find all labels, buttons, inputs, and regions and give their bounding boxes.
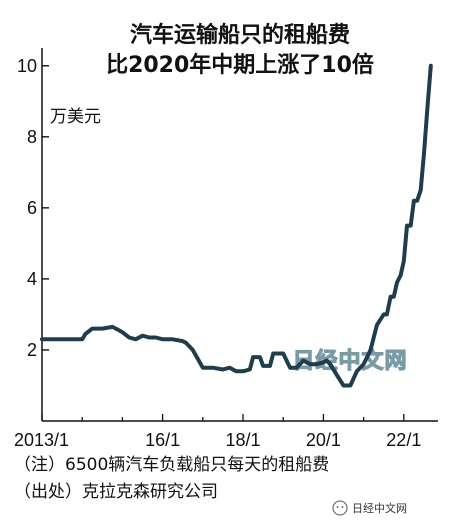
y-tick-label: 4 — [27, 269, 37, 289]
x-tick-label: 16/1 — [145, 430, 180, 450]
y-axis-unit-label: 万美元 — [50, 107, 101, 127]
watermark-text: 日经中文网 — [292, 348, 407, 374]
x-tick-label: 22/1 — [386, 430, 421, 450]
axes — [41, 48, 438, 422]
y-tick-label: 10 — [17, 56, 37, 76]
wechat-icon — [332, 500, 348, 516]
chart-title-line-2: 比2020年中期上涨了10倍 — [106, 52, 374, 78]
watermark: 日经中文网 — [292, 347, 407, 374]
source-badge: 日经中文网 — [332, 500, 407, 516]
y-tick-label: 6 — [27, 198, 37, 218]
wechat-icon-dot-2 — [341, 506, 344, 508]
y-tick-label: 2 — [27, 340, 37, 360]
chart-title-line-1: 汽车运输船只的租船费 — [130, 22, 350, 48]
x-tick-label: 18/1 — [225, 430, 260, 450]
source-text: （出处）克拉克森研究公司 — [14, 482, 218, 502]
tick-labels: 2 4 6 8 10 2013/1 16/1 18/1 20/1 22/1 — [14, 56, 421, 450]
note-text: （注）6500辆汽车负载船只每天的租船费 — [14, 455, 329, 475]
y-tick-label: 8 — [27, 127, 37, 147]
source-badge-text: 日经中文网 — [352, 501, 407, 515]
series-line-charter-fee — [40, 63, 433, 388]
x-tick-label: 2013/1 — [14, 430, 69, 450]
x-tick-label: 20/1 — [306, 430, 341, 450]
wechat-icon-dot — [336, 506, 339, 508]
